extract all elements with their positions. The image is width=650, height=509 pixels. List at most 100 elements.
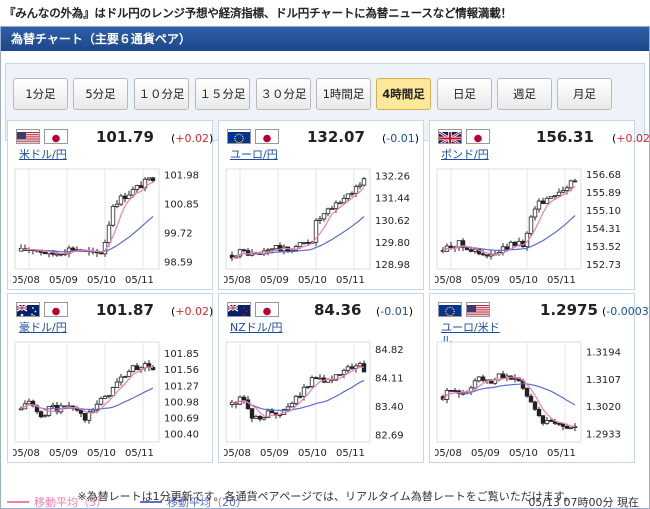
candle-body bbox=[349, 192, 355, 195]
pair-name-link[interactable]: ユーロ/米ドル bbox=[441, 321, 500, 347]
pair-name-link[interactable]: 豪ドル/円 bbox=[19, 321, 67, 334]
y-tick-label: 100.69 bbox=[164, 414, 199, 425]
candle-body bbox=[548, 420, 554, 422]
candle-body bbox=[568, 180, 574, 189]
candle-body bbox=[345, 193, 351, 199]
candle-body bbox=[313, 377, 319, 379]
timeframe-button-7[interactable]: 4時間足 bbox=[376, 78, 431, 110]
pair-panel-6[interactable]: ユーロ/米ドル 1.2975 (-0.0003) 1.3194 1.3107 1.3020… bbox=[429, 293, 650, 463]
pair-name-line1[interactable]: 米ドル/円 bbox=[19, 148, 67, 161]
pair-panel-5[interactable]: NZドル/円 84.36 (-0.01) 84.82 84.11 83.40 82.69 05… bbox=[218, 293, 424, 463]
candle-body bbox=[353, 365, 359, 369]
pair-panel-1[interactable]: 米ドル/円 101.79 (+0.02) 101.98 100.85 99.72 98.59… bbox=[7, 120, 213, 290]
candle-body bbox=[118, 195, 124, 205]
candle-body bbox=[564, 425, 570, 429]
price-chart[interactable]: 1.3194 1.3107 1.3020 1.2933 05/08 05/09 05/10 0… bbox=[435, 336, 631, 462]
candle-body bbox=[58, 253, 64, 256]
candle-body bbox=[488, 253, 494, 257]
ma5-legend-label: 移動平均（5） bbox=[34, 496, 107, 509]
price-chart[interactable]: 132.26 131.44 130.62 129.80 128.98 05/08 05/09… bbox=[224, 163, 420, 289]
pair-price: 132.07 bbox=[307, 128, 365, 146]
candle-body bbox=[317, 377, 323, 380]
candle-body bbox=[321, 213, 327, 220]
pair-name-line1[interactable]: ポンド/円 bbox=[441, 148, 489, 161]
y-tick-label: 101.27 bbox=[164, 381, 199, 392]
pair-name-line1[interactable]: NZドル/円 bbox=[230, 321, 283, 334]
candle-body bbox=[54, 253, 60, 256]
candle-body bbox=[500, 373, 506, 379]
pair-name-line2[interactable]: ル bbox=[441, 334, 452, 347]
pair-name-link[interactable]: ユーロ/円 bbox=[230, 148, 278, 161]
x-tick-label: 05/08 bbox=[13, 448, 40, 459]
candle-body bbox=[341, 369, 347, 375]
timeframe-button-2[interactable]: 5分足 bbox=[73, 78, 128, 110]
us-flag-icon bbox=[16, 129, 40, 144]
candle-body bbox=[265, 410, 271, 418]
candle-body bbox=[130, 365, 136, 372]
timeframe-button-8[interactable]: 日足 bbox=[437, 78, 492, 110]
candle-body bbox=[289, 402, 295, 408]
pair-name-link[interactable]: ポンド/円 bbox=[441, 148, 489, 161]
candle-body bbox=[540, 415, 546, 424]
y-tick-label: 101.85 bbox=[164, 349, 199, 360]
candle-body bbox=[528, 216, 534, 234]
x-tick-label: 05/09 bbox=[471, 448, 500, 459]
candle-body bbox=[548, 196, 554, 199]
candle-body bbox=[114, 381, 120, 388]
pair-panel-4[interactable]: 豪ドル/円 101.87 (+0.02) 101.85 101.56 101.27 100.… bbox=[7, 293, 213, 463]
candle-body bbox=[572, 180, 578, 183]
x-tick-label: 05/08 bbox=[435, 275, 462, 286]
pair-panel-2[interactable]: ユーロ/円 132.07 (-0.01) 132.26 131.44 130.62 129.… bbox=[218, 120, 424, 290]
pair-price: 1.2975 bbox=[540, 301, 598, 319]
pair-name-line1[interactable]: ユーロ/円 bbox=[230, 148, 278, 161]
headline-banner[interactable]: 『みんなの外為』はドル円のレンジ予想や経済指標、ドル円チャートに為替ニュースなど… bbox=[4, 6, 512, 20]
y-tick-label: 155.10 bbox=[586, 206, 621, 217]
x-tick-label: 05/08 bbox=[13, 275, 40, 286]
price-chart[interactable]: 101.85 101.56 101.27 100.98 100.69 100.40 05/0… bbox=[13, 336, 209, 462]
candle-body bbox=[512, 241, 518, 246]
pair-name-link[interactable]: NZドル/円 bbox=[230, 321, 282, 334]
y-tick-label: 129.80 bbox=[375, 238, 410, 249]
chart-plot-area bbox=[14, 341, 160, 443]
candle-body bbox=[353, 186, 359, 194]
pair-name-line1[interactable]: ユーロ/米ド bbox=[441, 321, 500, 334]
candle-body bbox=[245, 250, 251, 256]
timeframe-button-10[interactable]: 月足 bbox=[557, 78, 612, 110]
ma5-line bbox=[442, 186, 576, 256]
candle-body bbox=[484, 254, 490, 257]
candle-body bbox=[301, 386, 307, 397]
candle-body bbox=[229, 254, 235, 259]
pair-panel-3[interactable]: ポンド/円 156.31 (+0.02) 156.68 155.89 155.10 154.… bbox=[429, 120, 650, 290]
y-tick-label: 83.40 bbox=[375, 402, 404, 413]
price-chart[interactable]: 156.68 155.89 155.10 154.31 153.52 152.73 05/0… bbox=[435, 163, 631, 289]
x-tick-label: 05/10 bbox=[87, 275, 116, 286]
change-open-paren: ( bbox=[602, 305, 607, 318]
candle-body bbox=[476, 376, 482, 382]
timeframe-button-3[interactable]: １０分足 bbox=[134, 78, 189, 110]
candle-body bbox=[245, 399, 251, 410]
timeframe-button-4[interactable]: １５分足 bbox=[195, 78, 250, 110]
pair-name-link[interactable]: 米ドル/円 bbox=[19, 148, 67, 161]
candle-body bbox=[42, 415, 48, 418]
pair-name-line1[interactable]: 豪ドル/円 bbox=[19, 321, 67, 334]
y-tick-label: 153.52 bbox=[586, 242, 621, 253]
x-tick-label: 05/10 bbox=[87, 448, 116, 459]
ma20-legend-label: 移動平均（20） bbox=[167, 496, 247, 509]
candle-body bbox=[460, 240, 466, 248]
price-chart[interactable]: 84.82 84.11 83.40 82.69 05/08 05/09 05/10 05/11 bbox=[224, 336, 420, 462]
eu-flag-icon bbox=[227, 129, 251, 144]
candle-body bbox=[472, 380, 478, 389]
timeframe-button-5[interactable]: ３０分足 bbox=[256, 78, 311, 110]
candle-body bbox=[130, 188, 136, 196]
timeframe-button-6[interactable]: 1時間足 bbox=[316, 78, 371, 110]
timeframe-button-9[interactable]: 週足 bbox=[497, 78, 552, 110]
candle-body bbox=[102, 395, 108, 399]
timeframe-button-1[interactable]: 1分足 bbox=[13, 78, 68, 110]
candle-body bbox=[468, 249, 474, 252]
change-value: -0.01 bbox=[380, 305, 409, 318]
candle-body bbox=[38, 411, 44, 418]
candle-body bbox=[277, 244, 283, 252]
price-chart[interactable]: 101.98 100.85 99.72 98.59 05/08 05/09 05/10 05/… bbox=[13, 163, 209, 289]
widget-title: 為替チャート（主要６通貨ペア） bbox=[1, 27, 649, 51]
candle-body bbox=[560, 423, 566, 427]
